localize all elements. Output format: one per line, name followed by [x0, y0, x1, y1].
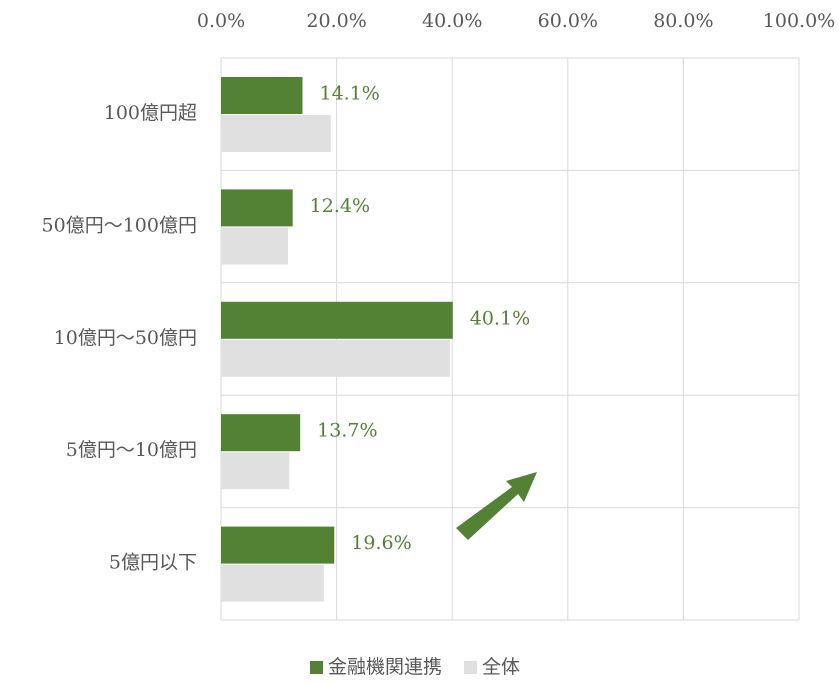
bar: [221, 115, 331, 152]
value-label: 40.1%: [470, 307, 530, 329]
y-tick-label: 5億円以下: [109, 552, 197, 574]
y-tick-label: 5億円～10億円: [66, 439, 197, 461]
bar: [221, 77, 303, 114]
trend-arrow: [456, 472, 537, 540]
x-tick-label: 80.0%: [653, 10, 713, 32]
bar: [221, 564, 324, 602]
x-tick-label: 20.0%: [306, 10, 366, 32]
bar: [221, 526, 335, 564]
bar: [221, 189, 293, 227]
x-tick-label: 60.0%: [538, 10, 598, 32]
value-label: 19.6%: [351, 532, 411, 554]
bar: [221, 227, 289, 265]
value-label: 13.7%: [317, 420, 377, 442]
x-tick-label: 100.0%: [763, 10, 835, 32]
legend-label: 金融機関連携: [328, 656, 442, 678]
y-tick-label: 10億円～50億円: [54, 327, 197, 349]
y-tick-label: 50億円～100億円: [42, 214, 197, 236]
bar: [221, 339, 450, 377]
x-tick-label: 40.0%: [422, 10, 482, 32]
value-label: 14.1%: [319, 83, 379, 105]
x-tick-label: 0.0%: [197, 10, 245, 32]
legend-swatch: [464, 661, 478, 674]
legend-label: 全体: [482, 656, 520, 678]
legend-swatch: [310, 661, 323, 674]
bar: [221, 301, 453, 339]
y-tick-label: 100億円超: [104, 102, 197, 124]
value-label: 12.4%: [310, 195, 370, 217]
bar: [221, 452, 290, 490]
bar: [221, 414, 301, 452]
